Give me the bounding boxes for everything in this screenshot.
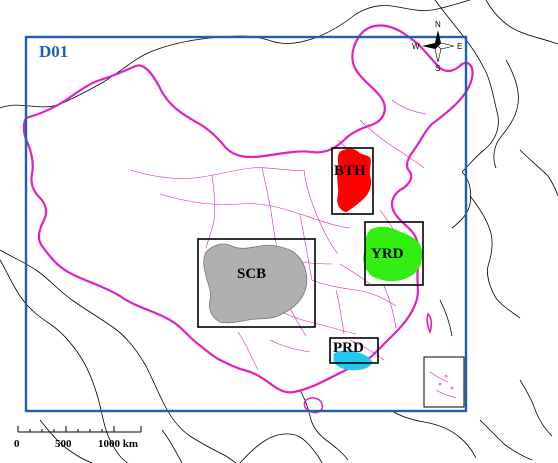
domain-label: D01 [39, 42, 69, 61]
region-scb-label: SCB [237, 266, 267, 282]
scale-label-1000: 1000 km [98, 438, 139, 450]
region-boxes [197, 147, 465, 408]
inset-islands [429, 371, 457, 399]
compass-e-label: E [457, 42, 463, 51]
region-bth-fill [337, 148, 372, 213]
region-prd-fill [333, 350, 373, 371]
compass-w-label: W [412, 42, 420, 51]
country-boundary [22, 24, 474, 394]
taiwan-outline [426, 312, 433, 335]
region-bth-box [331, 147, 374, 215]
compass-n-label: N [435, 20, 441, 29]
region-prd-label: PRD [333, 340, 364, 356]
region-prd-box [329, 337, 379, 364]
scale-label-500: 500 [55, 438, 72, 450]
compass-rose [422, 30, 455, 63]
scale-label-0: 0 [14, 438, 20, 450]
region-scb-fill [203, 243, 308, 324]
region-yrd-box [364, 221, 424, 286]
inset-box [423, 356, 465, 408]
region-scb-box [197, 238, 316, 328]
region-yrd-label: YRD [371, 246, 404, 262]
scale-bar [17, 426, 142, 433]
region-bth-label: BTH [334, 163, 366, 179]
domain-d01-box [24, 35, 468, 413]
compass-s-label: S [435, 64, 441, 73]
region-yrd-fill [363, 226, 423, 282]
